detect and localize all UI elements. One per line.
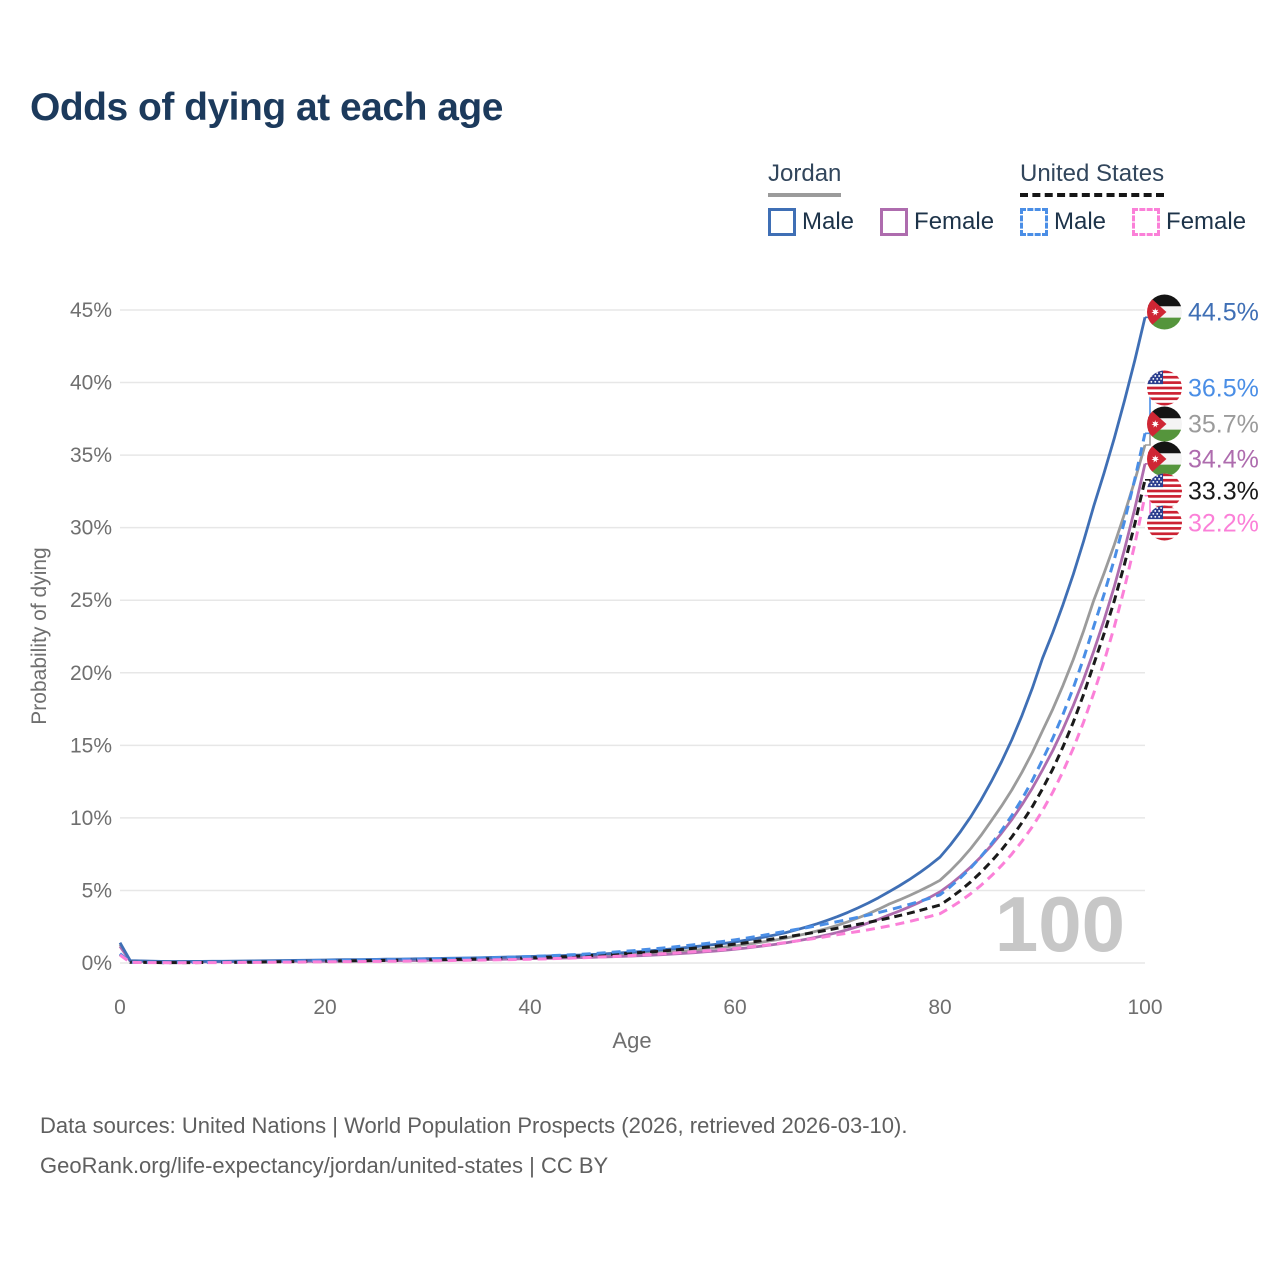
end-label-united-states-female: 32.2%	[1188, 510, 1259, 538]
series-line-jordan-both-sexes	[118, 444, 1147, 964]
series-line-jordan-female	[118, 463, 1147, 964]
footer-line-1: Data sources: United Nations | World Pop…	[40, 1113, 908, 1138]
legend-item-jordan-male[interactable]: Male	[768, 208, 854, 236]
us-male-swatch-icon	[1020, 208, 1048, 236]
x-tick-40: 40	[518, 996, 541, 1019]
x-tick-80: 80	[928, 996, 951, 1019]
data-source-footer: Data sources: United Nations | World Pop…	[40, 1106, 907, 1186]
series-line-united-states-male	[119, 432, 1147, 965]
y-tick-35%: 35%	[70, 444, 112, 467]
x-axis-tick-labels: 0 20 40 60 80 100	[114, 996, 1162, 1019]
legend-header-jordan: Jordan	[768, 160, 842, 197]
y-tick-40%: 40%	[70, 372, 112, 395]
us-flag-icon	[1147, 506, 1182, 541]
page-title: Odds of dying at each age	[30, 86, 503, 129]
legend-label-us-female: Female	[1166, 208, 1247, 235]
footer-line-2: GeoRank.org/life-expectancy/jordan/unite…	[40, 1153, 609, 1178]
y-tick-10%: 10%	[70, 807, 112, 830]
end-label-jordan-male: 44.5%	[1188, 299, 1259, 327]
x-tick-100: 100	[1127, 996, 1162, 1019]
series-curves	[118, 316, 1147, 965]
end-labels: 35.7% 34.4% 44.5% 33.3% 36.5% 32.2%	[1147, 295, 1259, 541]
gridlines	[120, 309, 1145, 964]
legend-group-jordan: Jordan Male Female	[768, 160, 994, 236]
y-tick-20%: 20%	[70, 662, 112, 685]
series-line-united-states-female	[119, 495, 1147, 965]
y-tick-15%: 15%	[70, 734, 112, 757]
series-line-jordan-male	[118, 316, 1147, 963]
legend-label-jordan-female: Female	[914, 208, 995, 235]
legend-header-united-states: United States	[1020, 160, 1165, 197]
y-tick-5%: 5%	[82, 879, 112, 902]
legend-item-us-female[interactable]: Female	[1132, 208, 1246, 236]
y-tick-25%: 25%	[70, 589, 112, 612]
x-tick-60: 60	[723, 996, 746, 1019]
y-axis-tick-labels: 0% 5% 10% 15% 20% 25% 30% 35% 40% 45%	[70, 299, 112, 975]
legend-label-jordan-male: Male	[802, 208, 855, 235]
jordan-flag-icon	[1147, 407, 1182, 442]
jordan-female-swatch-icon	[880, 208, 909, 236]
end-label-jordan-female: 34.4%	[1188, 446, 1259, 474]
legend-item-jordan-female[interactable]: Female	[880, 208, 994, 236]
age-counter-watermark: 100	[995, 880, 1125, 968]
end-label-jordan-both-sexes: 35.7%	[1188, 411, 1259, 439]
x-axis-title: Age	[612, 1028, 651, 1053]
legend-label-us-male: Male	[1054, 208, 1107, 235]
legend-group-united-states: United States Male Female	[1020, 160, 1246, 236]
y-axis-title: Probability of dying	[28, 547, 51, 724]
us-flag-icon	[1147, 371, 1182, 406]
legend-item-us-male[interactable]: Male	[1020, 208, 1106, 236]
y-tick-30%: 30%	[70, 517, 112, 540]
x-tick-20: 20	[313, 996, 336, 1019]
end-label-united-states-male: 36.5%	[1188, 375, 1259, 403]
jordan-flag-icon	[1147, 295, 1182, 330]
us-female-swatch-icon	[1132, 208, 1161, 236]
y-tick-0%: 0%	[82, 952, 112, 975]
y-tick-45%: 45%	[70, 299, 112, 322]
us-flag-icon	[1147, 474, 1182, 509]
end-label-united-states-both-sexes: 33.3%	[1188, 478, 1259, 506]
jordan-male-swatch-icon	[768, 208, 796, 236]
jordan-flag-icon	[1147, 442, 1182, 477]
x-tick-0: 0	[114, 996, 126, 1019]
